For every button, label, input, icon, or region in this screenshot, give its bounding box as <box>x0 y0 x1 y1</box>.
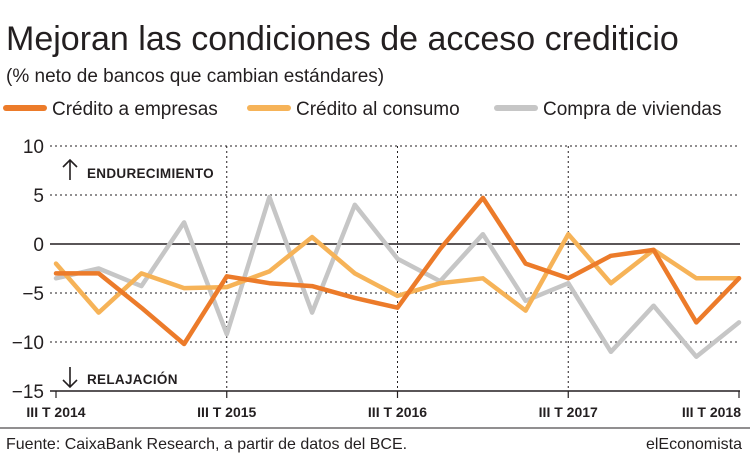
x-tick-label: III T 2015 <box>197 404 256 420</box>
legend-label-viviendas: Compra de viviendas <box>543 99 721 120</box>
arrow-up-icon <box>62 158 78 180</box>
brand-logo: elEconomista <box>646 436 742 453</box>
annotation-endurecimiento-label: ENDURECIMIENTO <box>87 166 214 181</box>
annotation-endurecimiento: ENDURECIMIENTO <box>62 158 214 181</box>
x-tick-label: III T 2018 <box>682 404 741 420</box>
x-tick-label: III T 2014 <box>26 404 85 420</box>
x-tick-label: III T 2017 <box>539 404 598 420</box>
chart-subtitle: (% neto de bancos que cambian estándares… <box>6 66 384 87</box>
legend-label-empresas: Crédito a empresas <box>52 99 218 120</box>
x-tick-label: III T 2016 <box>368 404 427 420</box>
y-tick-label: 10 <box>23 137 44 158</box>
chart-title: Mejoran las condiciones de acceso credit… <box>6 20 679 58</box>
series-lines <box>53 194 742 359</box>
legend-label-consumo: Crédito al consumo <box>296 99 460 120</box>
y-tick-label: −5 <box>22 284 44 305</box>
annotation-relajacion-label: RELAJACIÓN <box>87 372 178 387</box>
x-axis-ticks: III T 2014 III T 2015 III T 2016 III T 2017… <box>26 391 741 420</box>
series-line-consumo <box>53 231 742 315</box>
y-tick-label: −15 <box>12 382 44 403</box>
y-tick-label: −10 <box>12 333 44 354</box>
series-line-empresas <box>53 195 742 347</box>
y-tick-label: 5 <box>33 186 44 207</box>
series-line-viviendas <box>53 194 742 359</box>
y-tick-label: 0 <box>33 235 44 256</box>
y-axis-ticks: 10 5 0 −5 −10 −15 <box>12 137 44 403</box>
gridlines <box>50 145 740 392</box>
legend: Crédito a empresas Crédito al consumo Co… <box>3 99 721 120</box>
annotation-relajacion: RELAJACIÓN <box>62 367 178 389</box>
source-note: Fuente: CaixaBank Research, a partir de … <box>6 436 407 453</box>
arrow-down-icon <box>62 367 78 389</box>
